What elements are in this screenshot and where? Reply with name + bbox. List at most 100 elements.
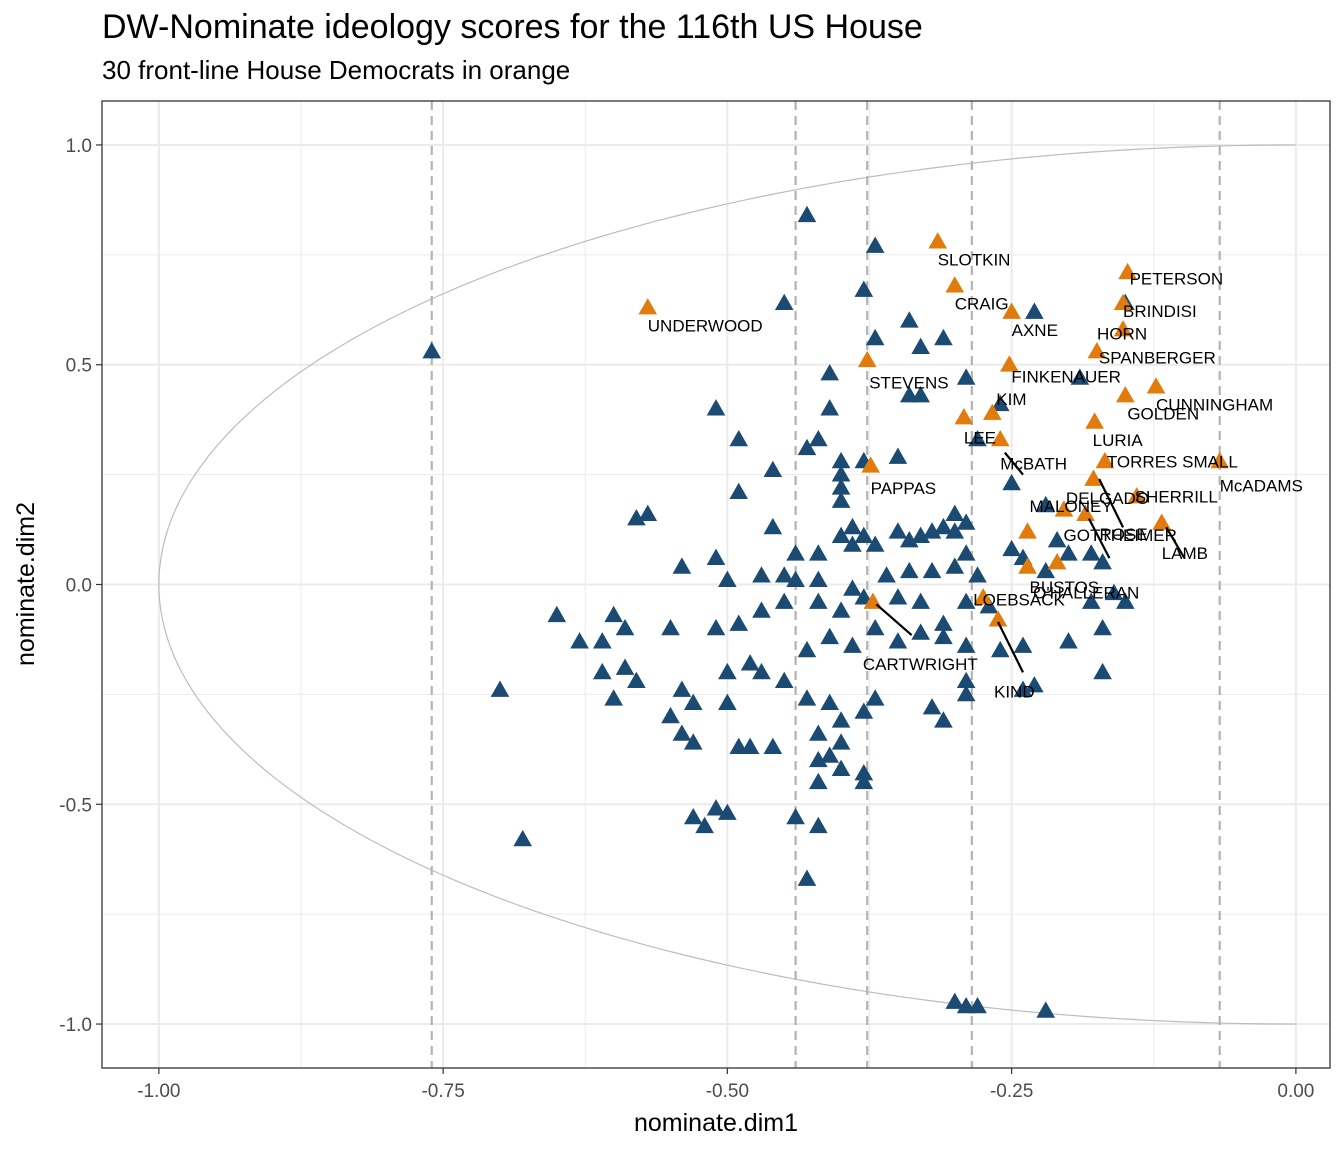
other-democrat-point [956, 636, 976, 653]
other-democrat-point [854, 772, 874, 790]
label-leader-line [1165, 526, 1186, 559]
point-label: DELGADO [1066, 489, 1149, 508]
point-label: McADAMS [1220, 476, 1303, 495]
frontline-democrat-point [988, 610, 1008, 627]
other-democrat-point [956, 513, 976, 530]
other-democrat-point [570, 632, 589, 649]
other-democrat-point [672, 724, 692, 741]
point-label: KIM [996, 390, 1026, 409]
label-leader-line [996, 621, 1024, 673]
other-democrat-point [752, 566, 771, 583]
point-label: O'HALLERAN [1033, 584, 1139, 603]
frontline-democrat-point [945, 276, 965, 293]
other-democrat-point [956, 368, 976, 385]
point-label: STEVENS [869, 373, 948, 392]
other-democrat-point [888, 588, 908, 605]
point-label: CUNNINGHAM [1156, 396, 1273, 415]
other-democrat-point [672, 557, 692, 574]
point-label: LURIA [1093, 431, 1144, 450]
other-democrat-point [752, 601, 771, 618]
frontline-democrat-point [1000, 355, 1019, 372]
other-democrat-point [899, 531, 919, 548]
other-democrat-point [843, 535, 862, 552]
other-democrat-point [945, 522, 965, 539]
other-democrat-point [831, 465, 851, 482]
other-democrat-point [854, 764, 874, 781]
other-democrat-point [809, 816, 828, 834]
other-democrat-point [865, 618, 885, 636]
other-democrat-point [831, 478, 851, 495]
other-democrat-point [786, 544, 805, 561]
other-democrat-point [1081, 544, 1101, 561]
other-democrat-point [922, 522, 942, 539]
frontline-democrat-point [861, 456, 880, 473]
other-democrat-point [945, 992, 965, 1009]
other-democrat-point [1036, 561, 1056, 579]
other-democrat-point [627, 671, 646, 689]
other-democrat-point [683, 733, 703, 750]
frontline-democrat-point [990, 429, 1010, 447]
other-democrat-point [774, 671, 794, 689]
other-democrat-point [1093, 662, 1112, 680]
other-democrat-point [854, 702, 874, 719]
other-democrat-point [797, 205, 817, 223]
other-democrat-point [809, 750, 828, 768]
other-democrat-point [922, 698, 942, 715]
point-label: PAPPAS [871, 479, 937, 498]
point-label: UNDERWOOD [648, 317, 763, 336]
y-tick-label: -1.0 [59, 1015, 92, 1036]
point-label: LAMB [1162, 544, 1208, 563]
other-democrat-point [990, 394, 1010, 412]
other-democrat-point [1013, 680, 1033, 697]
other-democrat-point [1025, 302, 1044, 319]
point-label: AXNE [1012, 321, 1058, 340]
other-democrat-point [547, 605, 567, 623]
other-democrat-point [831, 711, 851, 728]
frontline-democrat-point [1095, 451, 1115, 469]
other-democrat-point [820, 746, 840, 763]
unit-circle [158, 144, 1296, 1025]
other-democrat-point [809, 592, 828, 609]
other-democrat-point [820, 627, 840, 645]
other-democrat-point [956, 592, 976, 609]
other-democrat-point [763, 737, 783, 754]
point-label: FINKENAUER [1011, 368, 1121, 387]
other-democrat-point [706, 618, 726, 636]
other-democrat-point [718, 662, 737, 680]
point-label: GOLDEN [1127, 404, 1199, 423]
point-label: ROSE [1099, 525, 1147, 544]
point-label: BUSTOS [1030, 578, 1100, 597]
other-democrat-point [672, 680, 692, 697]
other-democrat-point [843, 636, 862, 653]
x-axis-title: nominate.dim1 [634, 1109, 798, 1137]
other-democrat-point [956, 671, 976, 689]
other-democrat-point [809, 724, 828, 741]
other-democrat-point [1059, 632, 1078, 649]
other-democrat-point [934, 614, 953, 631]
other-democrat-point [865, 328, 885, 346]
frontline-democrat-point [1047, 553, 1067, 570]
frontline-democrat-point [1146, 377, 1166, 394]
frontline-democrat-point [1116, 385, 1135, 403]
frontline-democrat-point [1054, 500, 1074, 517]
frontline-democrat-point [982, 403, 1002, 420]
other-democrat-point [888, 632, 908, 649]
chart-title: DW-Nominate ideology scores for the 116t… [102, 8, 923, 46]
other-democrat-point [797, 640, 817, 658]
other-democrat-point [604, 605, 623, 623]
other-democrat-point [1036, 495, 1056, 513]
frontline-democrat-point [1084, 469, 1103, 486]
other-democrat-point [831, 451, 851, 469]
other-democrat-point [774, 592, 794, 609]
other-democrat-point [1002, 473, 1021, 491]
other-democrat-point [922, 561, 942, 579]
other-democrat-point [1036, 1001, 1056, 1018]
other-democrat-point [718, 803, 737, 820]
other-democrat-point [1070, 368, 1090, 385]
other-democrat-point [843, 517, 862, 535]
other-democrat-point [797, 438, 817, 456]
other-democrat-point [945, 557, 965, 574]
other-democrat-point [911, 623, 930, 640]
